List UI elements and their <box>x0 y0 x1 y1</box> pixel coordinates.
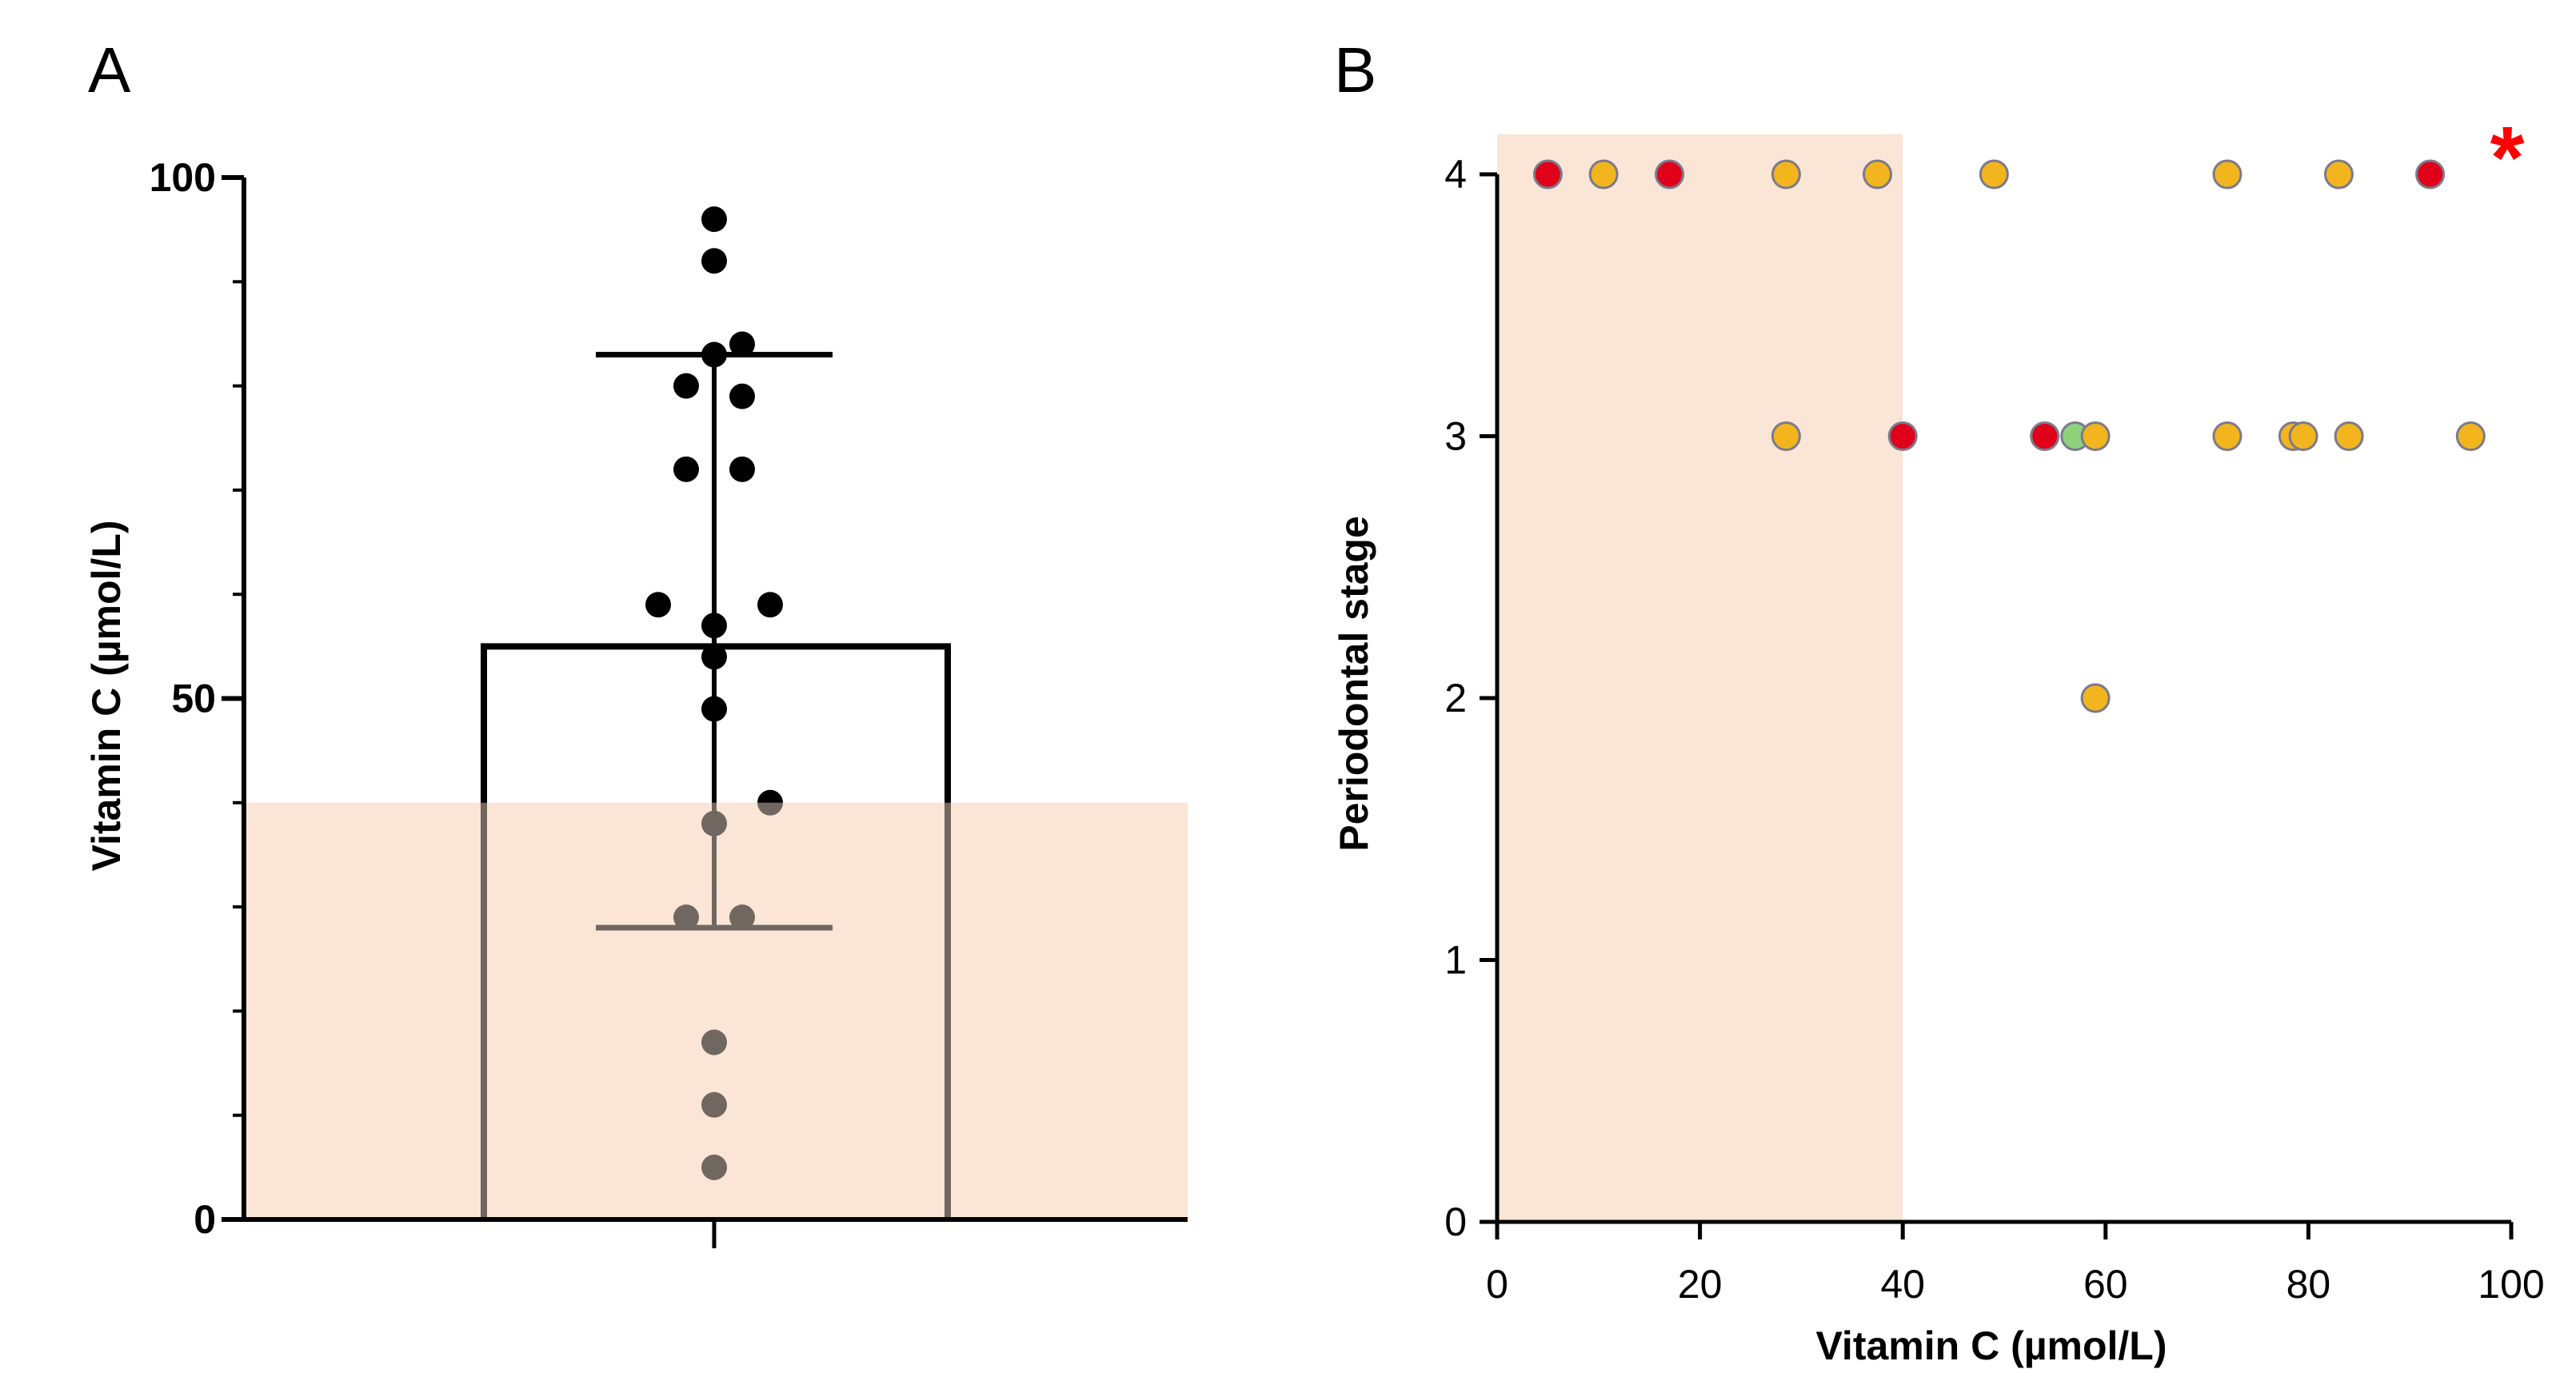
panel-a-data-point <box>701 1029 727 1056</box>
panel-b-data-point-yellow <box>2212 421 2243 451</box>
panel-a-y-tick-label: 100 <box>150 155 216 200</box>
significance-asterisk: * <box>2490 109 2525 207</box>
panel-b-data-point-yellow <box>1588 159 1619 190</box>
panel-a-data-point <box>729 904 755 931</box>
panel-b-data-point-yellow <box>2212 159 2243 190</box>
panel-b-x-tick-label: 20 <box>1678 1262 1723 1307</box>
panel-b-data-point-red <box>1532 159 1563 190</box>
panel-b-y-axis-title: Periodontal stage <box>1332 516 1376 852</box>
panel-b-data-point-yellow <box>2288 421 2318 451</box>
panel-a-y-tick-label: 50 <box>171 677 216 721</box>
panel-b-y-tick-label: 1 <box>1444 938 1467 983</box>
panel-a-data-point <box>701 206 727 233</box>
panel-b-data-point-yellow <box>2323 159 2354 190</box>
panel-b-data-point-yellow <box>1979 159 2009 190</box>
panel-a-data-point <box>701 248 727 274</box>
panel-b-x-axis-title: Vitamin C (µmol/L) <box>1815 1323 2167 1368</box>
panel-b-data-point-red <box>2415 159 2446 190</box>
panel-b-x-tick-label: 60 <box>2083 1262 2128 1307</box>
panel-b-data-point-yellow <box>2080 683 2111 713</box>
panel-b-y-tick-label: 3 <box>1444 414 1467 459</box>
panel-a-data-point <box>729 331 755 357</box>
panel-b-data-point-yellow <box>1771 421 1801 451</box>
panel-a-data-point <box>645 592 671 618</box>
panel-a-letter: A <box>88 34 131 106</box>
panel-b-y-tick-label: 4 <box>1444 152 1467 197</box>
panel-a-data-point <box>757 592 783 618</box>
panel-a-data-point <box>729 456 755 482</box>
panel-b-data-point-yellow <box>1771 159 1801 190</box>
panel-a-data-point <box>701 1154 727 1180</box>
panel-b-data-point-red <box>2030 421 2060 451</box>
panel-a-data-point <box>673 904 699 931</box>
panel-b-data-point-yellow <box>2455 421 2486 451</box>
panel-b-data-point-red <box>1887 421 1918 451</box>
panel-a-y-tick-label: 0 <box>194 1197 216 1242</box>
panel-a-data-point <box>673 373 699 399</box>
panel-a-data-point <box>729 383 755 409</box>
panel-b-y-tick-label: 2 <box>1444 676 1467 720</box>
panel-a-data-point <box>757 789 783 816</box>
panel-b-y-tick-label: 0 <box>1444 1199 1467 1244</box>
panel-a-shade-overlay <box>246 802 1188 1217</box>
panel-b-data-point-yellow <box>1863 159 1892 190</box>
panel-b-letter: B <box>1334 34 1376 106</box>
panel-b-x-tick-label: 80 <box>2286 1262 2331 1307</box>
panel-a: A 0 50 100 Vitamin C (µmol/L) <box>84 34 1188 1248</box>
panel-b-data-point-red <box>1655 159 1685 190</box>
panel-b-x-tick-label: 40 <box>1880 1262 1925 1307</box>
panel-a-data-point <box>673 456 699 482</box>
panel-a-data-point <box>701 1092 727 1118</box>
panel-b-data-point-yellow <box>2334 421 2364 451</box>
panel-b-x-tick-label: 100 <box>2478 1262 2544 1307</box>
panel-b-data-point-yellow <box>2080 421 2111 451</box>
panel-b-deficiency-shade <box>1497 134 1903 1222</box>
panel-b-x-tick-label: 0 <box>1486 1262 1508 1307</box>
panel-a-y-axis-title: Vitamin C (µmol/L) <box>84 520 129 871</box>
